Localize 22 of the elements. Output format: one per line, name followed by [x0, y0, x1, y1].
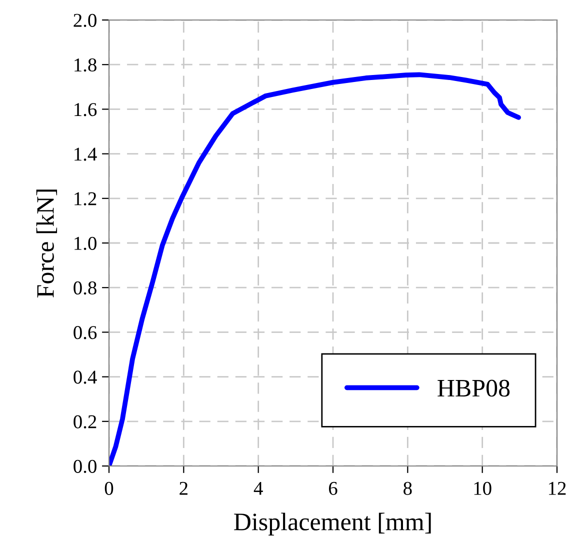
- legend-label: HBP08: [438, 380, 510, 397]
- x-tick-label: 10: [474, 482, 492, 495]
- y-tick-label: 0.2: [74, 415, 96, 428]
- y-tick-label: 1.6: [74, 103, 97, 116]
- y-tick-label: 2.0: [74, 14, 96, 28]
- y-tick-label: 1.0: [74, 236, 96, 250]
- y-tick-label: 0.4: [74, 370, 97, 384]
- y-tick-label: 1.4: [74, 148, 97, 161]
- x-tick-label: 6: [328, 482, 338, 495]
- line-series: [109, 72, 521, 466]
- x-tick-label: 0: [104, 482, 114, 495]
- y-tick-label: 1.8: [74, 58, 96, 72]
- y-axis-title: Force [kN]: [36, 190, 58, 298]
- x-axis-title: Displacement [mm]: [234, 512, 431, 536]
- y-tick-label: 0.6: [74, 326, 97, 340]
- y-tick-label: 0.0: [74, 460, 96, 474]
- x-tick-label: 12: [548, 482, 566, 495]
- y-tick-label: 0.8: [74, 281, 96, 295]
- x-tick-label: 4: [254, 482, 263, 495]
- y-tick-label: 1.2: [74, 192, 96, 206]
- x-tick-label: 2: [180, 482, 188, 495]
- x-tick-label: 8: [404, 482, 412, 495]
